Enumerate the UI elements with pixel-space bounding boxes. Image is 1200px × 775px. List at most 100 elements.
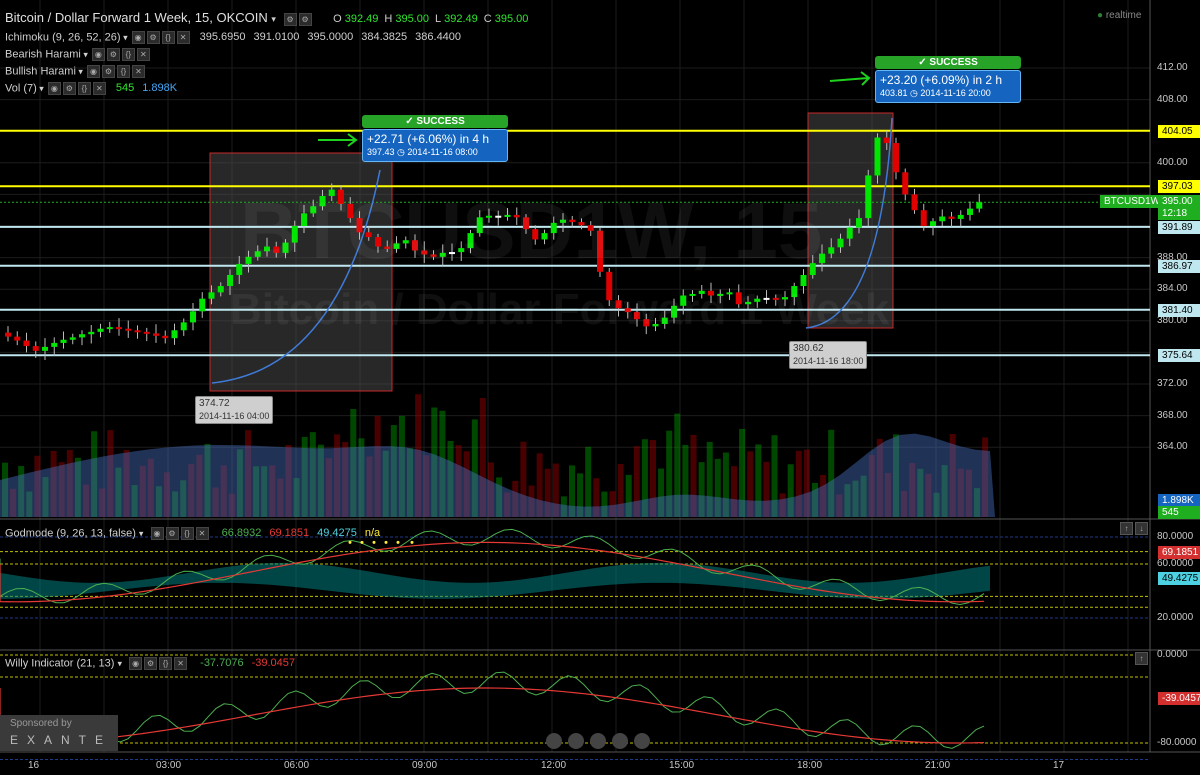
close-icon[interactable]: ✕: [92, 81, 106, 95]
close-icon[interactable]: ✕: [176, 30, 190, 44]
candle-body: [254, 251, 261, 257]
eye-icon[interactable]: ◉: [91, 47, 105, 61]
chevron-down-icon[interactable]: ▾: [138, 528, 144, 539]
volume-bar: [261, 466, 268, 517]
candle-body: [79, 334, 85, 338]
gear-icon[interactable]: ⚙: [298, 13, 312, 27]
volume-bar: [609, 491, 616, 517]
indicator-label[interactable]: Bullish Harami: [5, 65, 76, 78]
close-icon[interactable]: ✕: [136, 47, 150, 61]
gear-icon[interactable]: ⚙: [101, 64, 115, 78]
zoom-in-icon[interactable]: [590, 733, 606, 749]
volume-bar: [358, 438, 365, 517]
volume-bar: [641, 439, 648, 517]
braces-icon[interactable]: {}: [77, 81, 91, 95]
close-icon[interactable]: ✕: [195, 527, 209, 540]
volume-bar: [236, 449, 243, 517]
price-tag: 375.64: [1158, 349, 1200, 363]
close-icon[interactable]: ✕: [174, 657, 188, 670]
volume-bar: [528, 485, 535, 517]
indicator-label[interactable]: Vol (7): [5, 82, 37, 95]
volume-bar: [706, 441, 713, 517]
volume-bar: [812, 482, 818, 517]
trade-gain-1: +22.71 (+6.06%) in 4 h: [367, 132, 490, 146]
volume-bar: [293, 478, 300, 517]
close-icon[interactable]: ✕: [131, 64, 145, 78]
volume-bar: [658, 468, 665, 517]
eye-icon[interactable]: ◉: [129, 657, 143, 670]
godmode-label[interactable]: Godmode (9, 26, 13, false): [5, 527, 136, 540]
chevron-down-icon[interactable]: ▾: [80, 49, 88, 60]
zoom-out-icon[interactable]: [568, 733, 584, 749]
settings-icon[interactable]: ⚙: [283, 13, 297, 27]
volume-bar: [326, 458, 332, 517]
move-up-icon[interactable]: ↑: [1135, 652, 1148, 665]
ohlc-key: O: [333, 13, 342, 25]
braces-icon[interactable]: {}: [159, 657, 173, 670]
braces-icon[interactable]: {}: [180, 527, 194, 540]
godmode-buttons: ◉ ⚙{} ✕: [150, 527, 211, 540]
chevron-down-icon[interactable]: ▾: [120, 32, 128, 43]
gear-icon[interactable]: ⚙: [106, 47, 120, 61]
success-label-1: SUCCESS: [416, 116, 465, 127]
gear-icon[interactable]: ⚙: [62, 81, 76, 95]
braces-icon[interactable]: {}: [161, 30, 175, 44]
trade-meta-2: 403.81 ◷ 2014-11-16 20:00: [880, 88, 1016, 99]
chevron-down-icon[interactable]: ▾: [36, 83, 44, 94]
willy-label[interactable]: Willy Indicator (21, 13): [5, 657, 115, 670]
godmode-tag: 49.4275: [1158, 572, 1200, 586]
candle-body: [402, 240, 409, 244]
candle-body: [476, 217, 483, 234]
sponsor-badge[interactable]: Sponsored by EXANTE: [0, 715, 118, 751]
gear-icon[interactable]: ⚙: [146, 30, 160, 44]
price-tick: 364.00: [1157, 441, 1188, 453]
trade-result-box-2[interactable]: +23.20 (+6.09%) in 2 h 403.81 ◷ 2014-11-…: [875, 70, 1021, 103]
braces-icon[interactable]: {}: [116, 64, 130, 78]
chevron-down-icon[interactable]: ▾: [117, 658, 123, 669]
time-tick: 21:00: [925, 760, 951, 771]
candle-body: [106, 327, 113, 330]
candle-body: [874, 137, 881, 176]
indicator-legend-row: Bearish Harami ▾ ◉ ⚙{} ✕: [5, 47, 152, 62]
gear-icon[interactable]: ⚙: [165, 527, 179, 540]
move-up-icon[interactable]: ↑: [1120, 522, 1133, 535]
eye-icon[interactable]: ◉: [47, 81, 61, 95]
volume-bar: [26, 491, 33, 517]
volume-bar: [933, 492, 940, 517]
candle-body: [310, 206, 317, 214]
braces-icon[interactable]: {}: [121, 47, 135, 61]
volume-bar: [285, 444, 292, 517]
candle-body: [199, 298, 206, 312]
chevron-down-icon[interactable]: ▾: [75, 66, 83, 77]
eye-icon[interactable]: ◉: [86, 64, 100, 78]
volume-bar: [115, 467, 122, 517]
move-down-icon[interactable]: ↓: [1135, 522, 1148, 535]
willy-values: -37.7076 -39.0457: [192, 657, 295, 669]
chevron-down-icon[interactable]: ▾: [271, 14, 276, 24]
volume-bar: [504, 492, 511, 517]
candle-body: [578, 222, 585, 226]
willy-buttons: ◉ ⚙{} ✕: [129, 657, 189, 670]
trade-gain-2: +23.20 (+6.09%) in 2 h: [880, 73, 1003, 87]
indicator-label[interactable]: Ichimoku (9, 26, 52, 26): [5, 31, 121, 44]
chart-title[interactable]: Bitcoin / Dollar Forward 1 Week, 15, OKC…: [5, 10, 268, 25]
eye-icon[interactable]: ◉: [150, 527, 164, 540]
gear-icon[interactable]: ⚙: [144, 657, 158, 670]
candle-body: [920, 210, 927, 226]
scroll-left-icon[interactable]: [546, 733, 562, 749]
candle-body: [541, 233, 548, 240]
candle-body: [819, 253, 825, 264]
candle-body: [930, 221, 936, 226]
candle-body: [301, 213, 307, 226]
volume-bar: [763, 461, 770, 517]
eye-icon[interactable]: ◉: [131, 30, 145, 44]
volume-bar: [577, 473, 584, 517]
volume-bar: [488, 462, 494, 517]
indicator-buttons: ◉ ⚙{} ✕: [86, 64, 147, 79]
indicator-label[interactable]: Bearish Harami: [5, 48, 81, 61]
scroll-right-icon[interactable]: [634, 733, 650, 749]
trade-result-box-1[interactable]: +22.71 (+6.06%) in 4 h 397.43 ◷ 2014-11-…: [362, 129, 508, 162]
reset-icon[interactable]: [612, 733, 628, 749]
godmode-dot: [410, 540, 414, 544]
